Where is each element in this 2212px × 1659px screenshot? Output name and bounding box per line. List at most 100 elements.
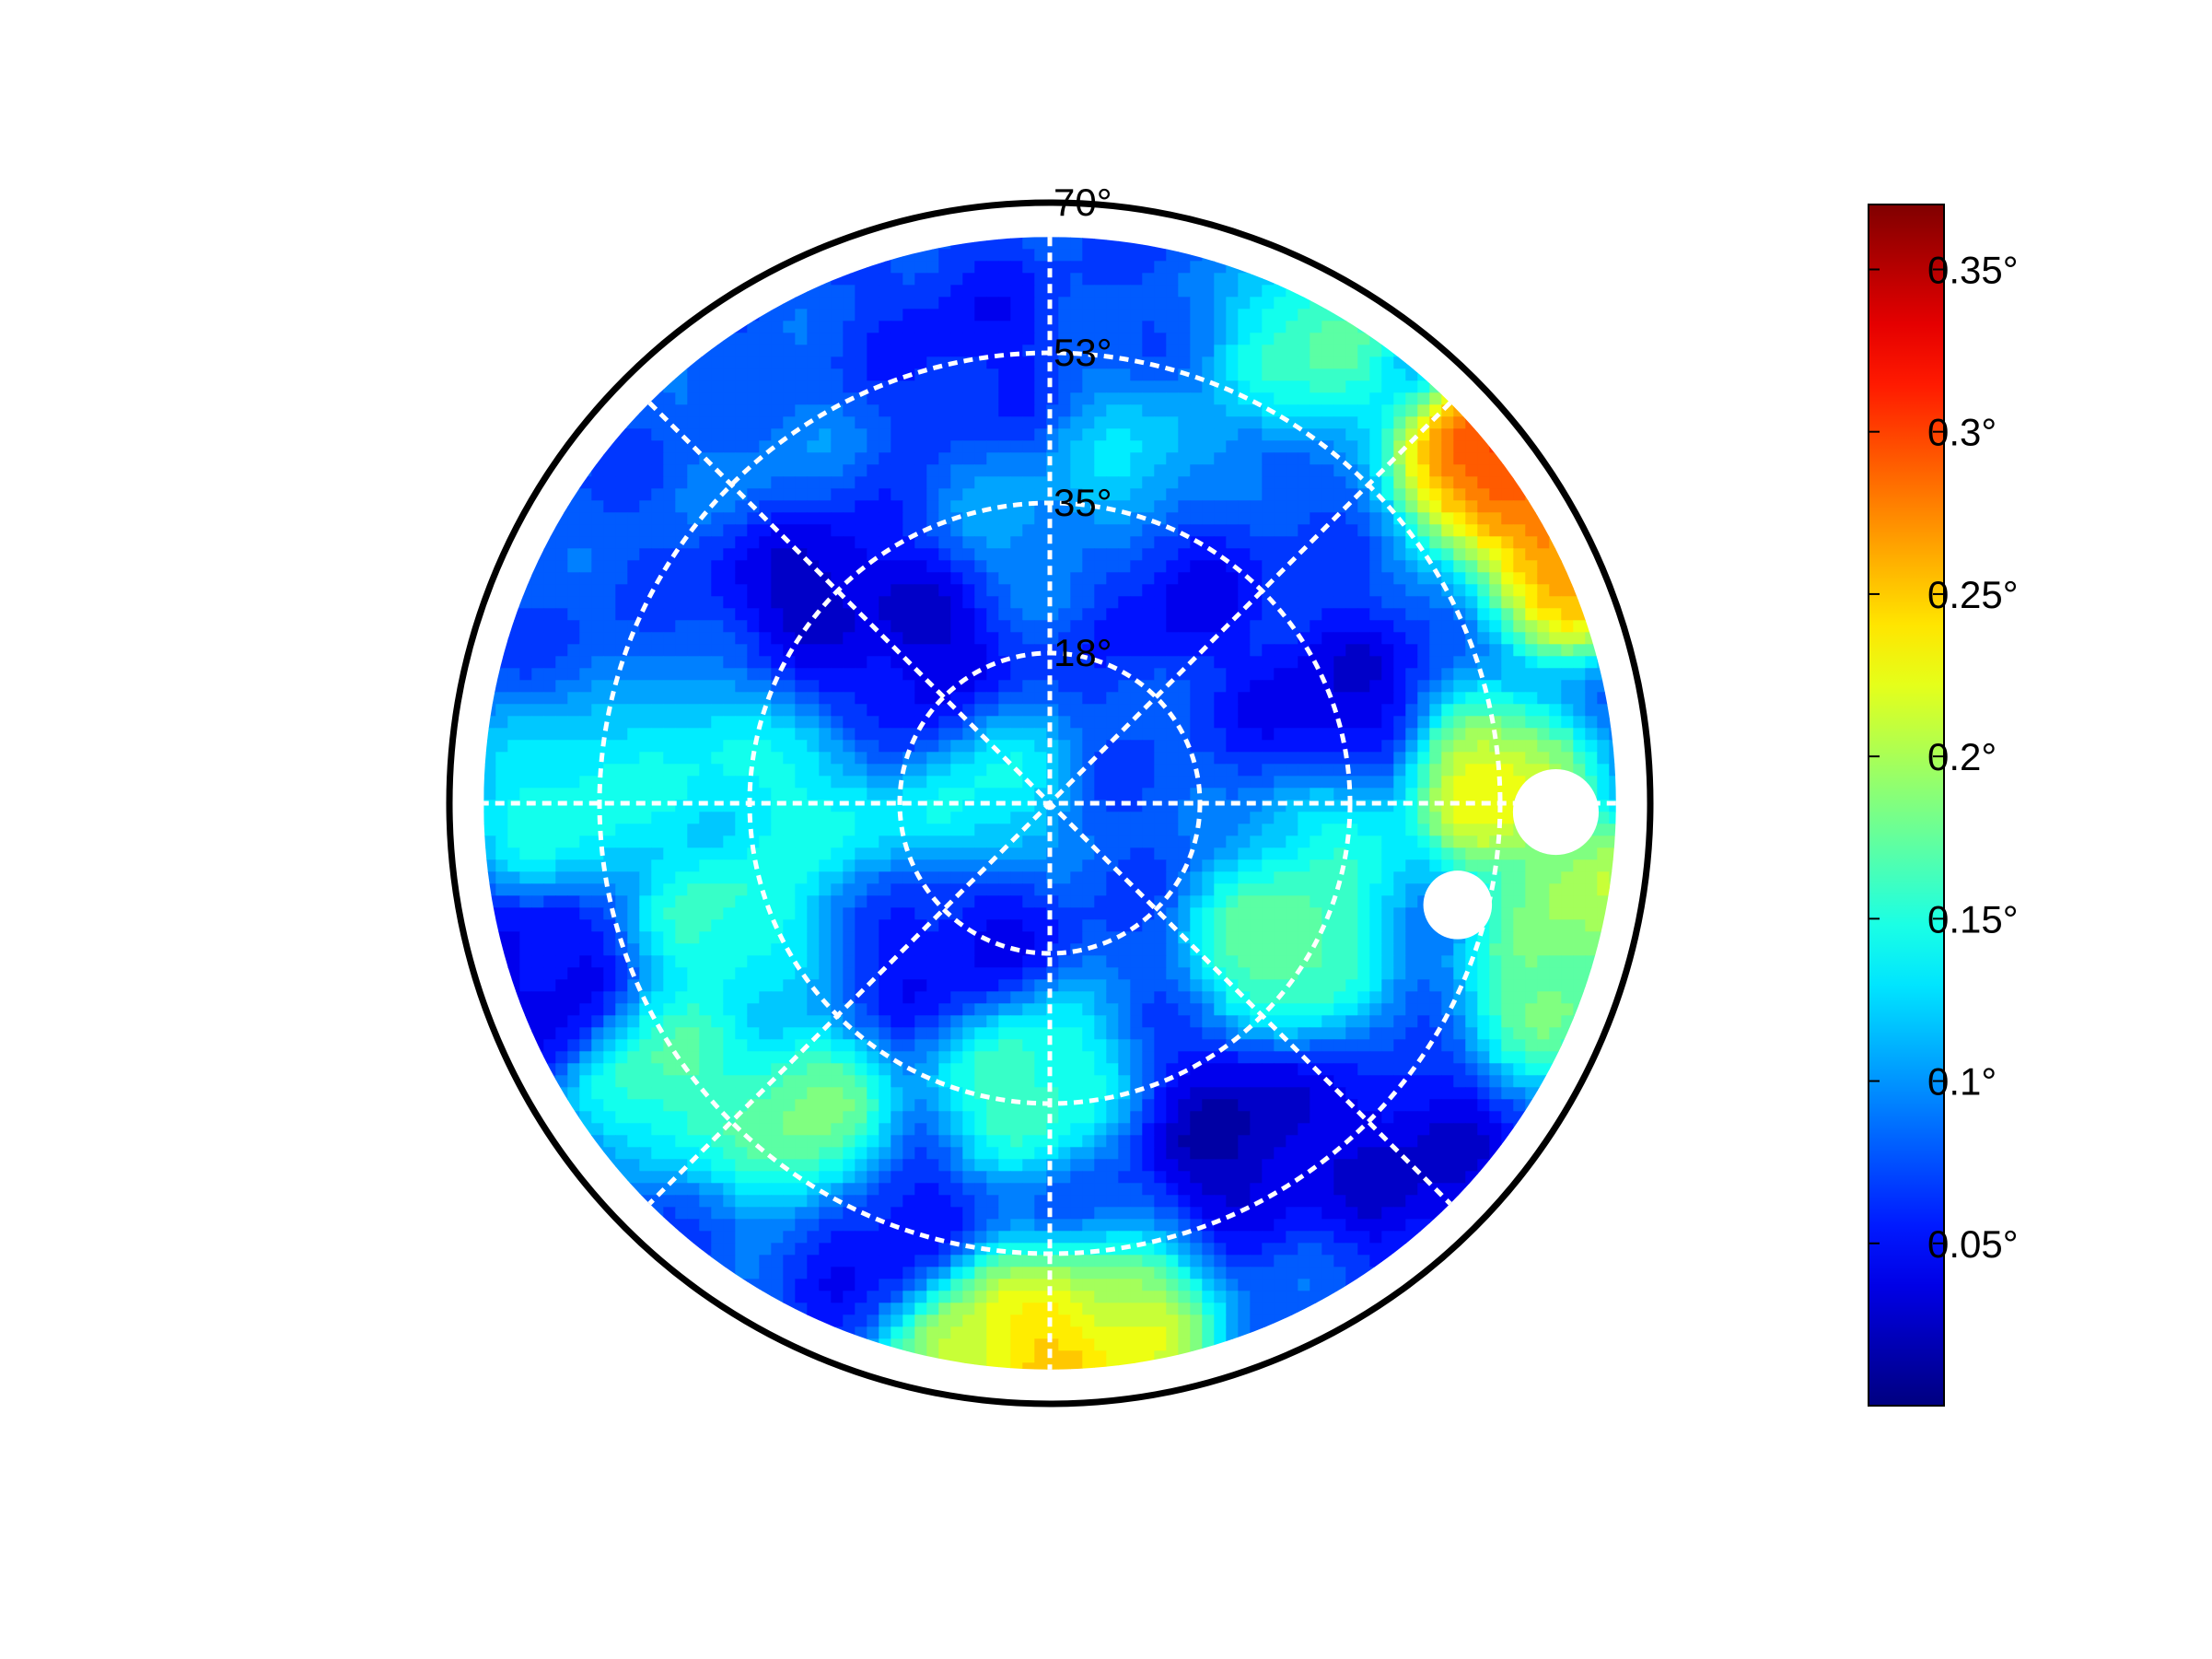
heatmap-cell (974, 704, 987, 717)
heatmap-cell (1465, 728, 1478, 741)
heatmap-cell (879, 692, 891, 705)
heatmap-cell (1082, 644, 1095, 657)
heatmap-cell (555, 883, 568, 896)
heatmap-cell (926, 644, 939, 657)
heatmap-cell (1226, 632, 1239, 645)
heatmap-cell (795, 728, 808, 741)
heatmap-cell (795, 859, 808, 872)
heatmap-cell (1357, 943, 1370, 956)
heatmap-cell (1597, 824, 1610, 836)
heatmap-cell (926, 812, 939, 824)
heatmap-cell (1393, 452, 1406, 465)
heatmap-cell (543, 596, 556, 609)
heatmap-cell (567, 620, 580, 633)
heatmap-cell (1022, 476, 1035, 489)
heatmap-cell (663, 500, 676, 513)
heatmap-cell (867, 835, 879, 848)
heatmap-cell (986, 620, 999, 633)
heatmap-cell (926, 297, 939, 310)
heatmap-cell (1453, 704, 1466, 717)
heatmap-cell (1118, 404, 1131, 417)
heatmap-cell (1082, 512, 1095, 525)
heatmap-cell (1082, 788, 1095, 800)
heatmap-cell (1034, 237, 1047, 250)
heatmap-cell (986, 392, 999, 405)
heatmap-cell (687, 895, 700, 908)
heatmap-cell (627, 464, 640, 477)
heatmap-cell (1226, 859, 1239, 872)
heatmap-cell (1501, 572, 1514, 585)
heatmap-cell (1513, 464, 1526, 477)
heatmap-cell (1010, 955, 1023, 968)
heatmap-cell (843, 835, 856, 848)
heatmap-cell (1381, 668, 1394, 681)
heatmap-cell (639, 764, 652, 777)
heatmap-cell (974, 632, 987, 645)
heatmap-cell (950, 584, 963, 597)
heatmap-cell (1274, 333, 1286, 345)
heatmap-cell (1190, 620, 1203, 633)
heatmap-cell (663, 380, 676, 393)
heatmap-cell (543, 680, 556, 693)
heatmap-cell (1226, 368, 1239, 381)
heatmap-cell (1477, 824, 1490, 836)
heatmap-cell (735, 356, 748, 369)
heatmap-cell (759, 548, 772, 561)
heatmap-cell (998, 584, 1011, 597)
heatmap-cell (1345, 404, 1358, 417)
heatmap-cell (1441, 716, 1454, 729)
heatmap-cell (1142, 955, 1155, 968)
heatmap-cell (807, 309, 820, 321)
heatmap-cell (1262, 548, 1275, 561)
heatmap-cell (1226, 943, 1239, 956)
heatmap-cell (1058, 440, 1071, 453)
heatmap-cell (1489, 632, 1502, 645)
heatmap-cell (1489, 668, 1502, 681)
heatmap-cell (1178, 488, 1191, 501)
heatmap-cell (1286, 440, 1298, 453)
heatmap-cell (687, 967, 700, 980)
heatmap-cell (1561, 620, 1574, 633)
heatmap-cell (591, 644, 604, 657)
heatmap-cell (1310, 356, 1322, 369)
heatmap-cell (1441, 428, 1454, 441)
heatmap-cell (555, 608, 568, 621)
heatmap-cell (1154, 321, 1167, 333)
heatmap-cell (1274, 859, 1286, 872)
heatmap-cell (1573, 680, 1586, 693)
heatmap-cell (1214, 309, 1227, 321)
heatmap-cell (1369, 740, 1382, 753)
heatmap-cell (783, 333, 796, 345)
heatmap-cell (914, 728, 927, 741)
heatmap-cell (1393, 919, 1406, 932)
heatmap-cell (1022, 740, 1035, 753)
heatmap-cell (1262, 704, 1275, 717)
heatmap-cell (1190, 548, 1203, 561)
heatmap-cell (1154, 488, 1167, 501)
heatmap-cell (986, 824, 999, 836)
heatmap-cell (1381, 584, 1394, 597)
heatmap-cell (783, 919, 796, 932)
heatmap-cell (531, 776, 544, 789)
heatmap-cell (1070, 704, 1083, 717)
heatmap-cell (1357, 859, 1370, 872)
heatmap-cell (1070, 584, 1083, 597)
heatmap-cell (1178, 632, 1191, 645)
heatmap-cell (831, 919, 844, 932)
heatmap-cell (507, 728, 520, 741)
heatmap-cell (1094, 452, 1107, 465)
heatmap-cell (1190, 297, 1203, 310)
heatmap-cell (1381, 740, 1394, 753)
heatmap-cell (1441, 572, 1454, 585)
heatmap-cell (843, 716, 856, 729)
heatmap-cell (1178, 428, 1191, 441)
heatmap-cell (831, 931, 844, 944)
heatmap-cell (1238, 668, 1251, 681)
heatmap-cell (1441, 835, 1454, 848)
heatmap-cell (1477, 488, 1490, 501)
heatmap-cell (507, 644, 520, 657)
heatmap-cell (795, 919, 808, 932)
heatmap-cell (567, 536, 580, 549)
heatmap-cell (867, 404, 879, 417)
heatmap-cell (567, 943, 580, 956)
